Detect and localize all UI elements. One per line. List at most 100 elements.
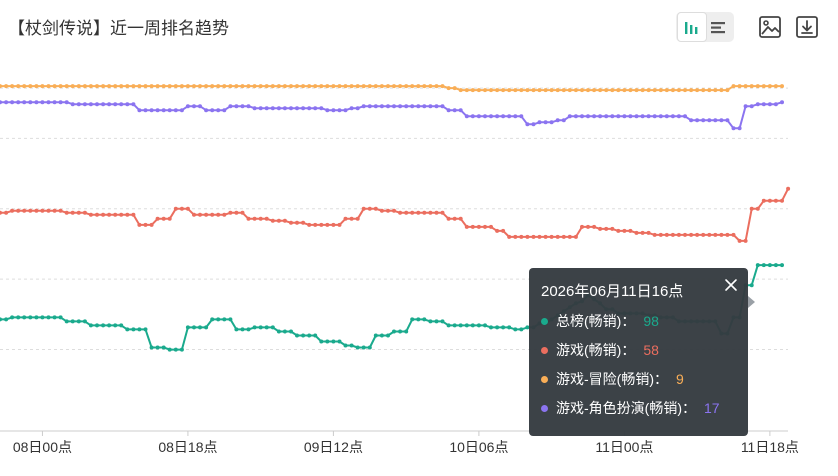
- data-point: [440, 84, 445, 89]
- data-point: [701, 232, 706, 237]
- data-point: [331, 108, 336, 113]
- data-point: [422, 317, 427, 322]
- data-point: [470, 88, 475, 93]
- data-point: [258, 84, 263, 89]
- data-point: [349, 216, 354, 221]
- data-point: [28, 84, 33, 89]
- data-point: [749, 84, 754, 89]
- tooltip-row-adventure: 游戏-冒险(畅销)： 9: [541, 369, 736, 398]
- x-tick-label: 11日18点: [741, 439, 799, 455]
- save-image-button[interactable]: [755, 12, 785, 42]
- data-point: [76, 84, 81, 89]
- tooltip-row-games: 游戏(畅销)： 58: [541, 340, 736, 369]
- data-point: [646, 230, 651, 235]
- data-point: [125, 102, 130, 107]
- data-point: [95, 323, 99, 328]
- data-point: [276, 106, 281, 111]
- data-point: [10, 84, 15, 89]
- data-point: [228, 317, 233, 322]
- data-point: [161, 216, 166, 221]
- tooltip-value: 58: [643, 342, 659, 358]
- tooltip-title: 2026年06月11日16点: [541, 283, 684, 300]
- x-tick-label: 09日12点: [304, 439, 363, 455]
- tooltip-value: 17: [704, 400, 720, 416]
- data-point: [131, 327, 136, 332]
- data-point: [185, 206, 190, 211]
- data-point: [761, 84, 766, 89]
- data-point: [640, 230, 645, 235]
- data-point: [192, 84, 196, 89]
- data-point: [234, 210, 239, 215]
- data-point: [761, 198, 766, 203]
- data-point: [70, 210, 75, 215]
- data-point: [289, 220, 293, 225]
- data-point: [416, 84, 421, 89]
- data-point: [0, 100, 2, 105]
- data-point: [46, 315, 51, 320]
- data-point: [670, 88, 675, 93]
- data-point: [367, 84, 372, 89]
- data-point: [234, 327, 239, 332]
- data-point: [82, 84, 87, 89]
- data-point: [501, 325, 506, 330]
- data-point: [28, 208, 33, 213]
- data-point: [34, 208, 39, 213]
- close-icon[interactable]: [724, 278, 738, 292]
- data-point: [88, 84, 93, 89]
- data-point: [113, 102, 118, 107]
- data-point: [737, 238, 742, 243]
- data-point: [761, 102, 766, 107]
- data-point: [313, 222, 318, 227]
- data-point: [258, 106, 263, 111]
- data-point: [725, 232, 730, 237]
- data-point: [222, 84, 227, 89]
- data-point: [343, 216, 348, 221]
- data-point: [40, 315, 45, 320]
- data-point: [240, 84, 245, 89]
- data-point: [40, 208, 45, 213]
- data-point: [446, 86, 451, 91]
- data-point: [410, 84, 415, 89]
- data-point: [161, 108, 166, 113]
- tooltip-value: 9: [676, 371, 684, 387]
- data-point: [373, 206, 378, 211]
- legend-dot: [541, 405, 548, 412]
- data-point: [173, 347, 178, 352]
- data-point: [349, 84, 354, 89]
- series-path: [0, 188, 789, 242]
- list-view-button[interactable]: [703, 12, 733, 42]
- data-point: [452, 323, 457, 328]
- download-button[interactable]: [792, 12, 822, 42]
- data-point: [379, 333, 384, 338]
- data-point: [780, 84, 784, 89]
- data-point: [640, 88, 645, 93]
- data-point: [695, 88, 700, 93]
- data-point: [592, 224, 597, 229]
- data-point: [240, 327, 245, 332]
- data-point: [192, 212, 196, 217]
- data-point: [483, 88, 487, 93]
- data-point: [386, 333, 390, 338]
- data-point: [537, 88, 542, 93]
- data-point: [222, 317, 227, 322]
- data-point: [252, 84, 257, 89]
- data-point: [525, 122, 530, 127]
- data-point: [646, 88, 651, 93]
- data-point: [404, 84, 409, 89]
- data-point: [179, 347, 184, 352]
- data-point: [307, 222, 312, 227]
- data-point: [167, 216, 172, 221]
- data-point: [325, 108, 330, 113]
- data-point: [343, 84, 348, 89]
- data-point: [216, 108, 221, 113]
- data-point: [313, 106, 318, 111]
- data-point: [604, 88, 609, 93]
- data-point: [525, 325, 530, 330]
- data-point: [216, 84, 221, 89]
- data-point: [483, 224, 487, 229]
- bar-chart-view-button[interactable]: [677, 12, 707, 42]
- data-point: [683, 232, 687, 237]
- data-point: [458, 216, 463, 221]
- data-point: [683, 114, 687, 119]
- data-point: [282, 218, 287, 223]
